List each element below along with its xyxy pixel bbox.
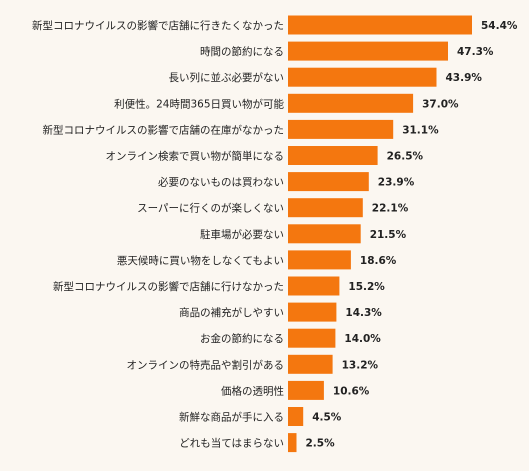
value-label-9: 18.6% bbox=[360, 255, 397, 267]
bar-11 bbox=[288, 302, 337, 322]
bar-0 bbox=[288, 15, 472, 35]
value-label-15: 4.5% bbox=[312, 412, 342, 424]
bar-1 bbox=[288, 41, 448, 61]
category-label-6: 必要のないものは買わない bbox=[158, 176, 284, 189]
category-label-1: 時間の節約になる bbox=[200, 45, 284, 58]
category-label-5: オンライン検索で買い物が簡単になる bbox=[106, 150, 285, 163]
bar-7 bbox=[288, 198, 363, 218]
bar-14 bbox=[288, 380, 324, 400]
category-label-16: どれも当てはまらない bbox=[179, 437, 284, 450]
value-label-10: 15.2% bbox=[348, 281, 385, 293]
category-label-2: 長い列に並ぶ必要がない bbox=[169, 71, 285, 84]
bar-15 bbox=[288, 407, 304, 426]
value-label-0: 54.4% bbox=[481, 20, 518, 32]
bar-4 bbox=[288, 119, 394, 139]
value-label-6: 23.9% bbox=[378, 177, 415, 189]
category-label-0: 新型コロナウイルスの影響で店舗に行きたくなかった bbox=[32, 19, 284, 32]
category-label-13: オンラインの特売品や割引がある bbox=[127, 358, 285, 371]
value-label-13: 13.2% bbox=[342, 359, 379, 371]
value-label-12: 14.0% bbox=[344, 333, 381, 345]
value-label-1: 47.3% bbox=[457, 46, 494, 58]
bar-16 bbox=[288, 433, 297, 453]
value-label-2: 43.9% bbox=[446, 72, 483, 84]
bar-6 bbox=[288, 172, 369, 192]
value-label-4: 31.1% bbox=[402, 124, 439, 136]
category-label-10: 新型コロナウイルスの影響で店舗に行けなかった bbox=[53, 280, 284, 293]
value-label-7: 22.1% bbox=[372, 203, 409, 215]
bar-8 bbox=[288, 224, 361, 244]
category-label-9: 悪天候時に買い物をしなくてもよい bbox=[117, 254, 284, 267]
bar-12 bbox=[288, 328, 336, 348]
value-label-16: 2.5% bbox=[306, 438, 336, 450]
value-label-8: 21.5% bbox=[370, 229, 407, 241]
category-label-14: 価格の透明性 bbox=[221, 384, 284, 397]
bar-5 bbox=[288, 146, 378, 165]
category-label-8: 駐車場が必要ない bbox=[200, 228, 284, 241]
category-label-4: 新型コロナウイルスの影響で店舗の在庫がなかった bbox=[43, 123, 285, 136]
category-label-12: お金の節約になる bbox=[200, 332, 284, 345]
value-label-11: 14.3% bbox=[345, 307, 382, 319]
bars bbox=[288, 15, 472, 453]
category-label-11: 商品の補充がしやすい bbox=[179, 306, 284, 319]
bar-13 bbox=[288, 354, 333, 374]
value-label-3: 37.0% bbox=[422, 98, 459, 110]
value-labels: 54.4% 47.3% 43.9% 37.0% 31.1% 26.5% 23.9% 22.1%… bbox=[306, 20, 518, 450]
category-label-3: 利便性。24時間365日買い物が可能 bbox=[114, 97, 284, 110]
bar-3 bbox=[288, 93, 414, 113]
bar-2 bbox=[288, 67, 437, 87]
category-label-15: 新鮮な商品が手に入る bbox=[179, 411, 284, 424]
bar-10 bbox=[288, 276, 340, 296]
category-labels: 新型コロナウイルスの影響で店舗に行きたくなかった時間の節約になる長い列に並ぶ必要… bbox=[32, 19, 284, 450]
bar-9 bbox=[288, 250, 351, 270]
value-label-14: 10.6% bbox=[333, 385, 370, 397]
value-label-5: 26.5% bbox=[387, 151, 424, 163]
category-label-7: スーパーに行くのが楽しくない bbox=[137, 202, 284, 215]
